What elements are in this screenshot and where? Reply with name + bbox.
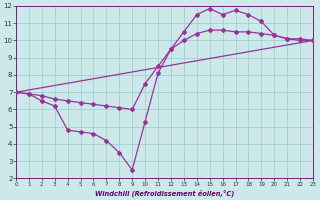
X-axis label: Windchill (Refroidissement éolien,°C): Windchill (Refroidissement éolien,°C) — [95, 189, 234, 197]
